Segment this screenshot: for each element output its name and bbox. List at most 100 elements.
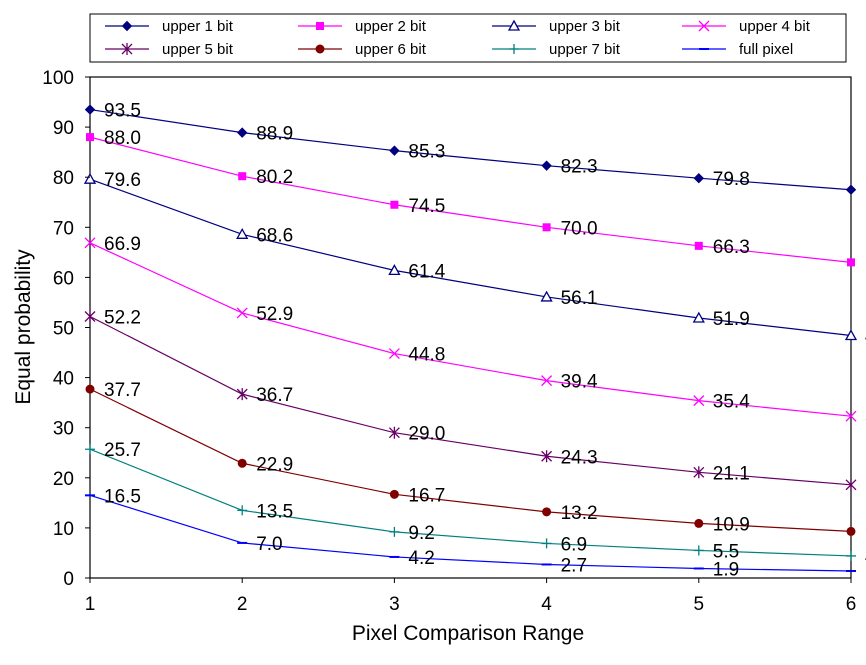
legend-box — [89, 13, 847, 63]
series-upper-4-bit: 66.952.944.839.435.432.3 — [84, 234, 866, 428]
legend-label: upper 4 bit — [739, 18, 811, 35]
data-point — [237, 458, 247, 468]
x-axis-title: Pixel Comparison Range — [352, 622, 584, 645]
legend-label: upper 2 bit — [355, 18, 427, 35]
data-label: 88.9 — [256, 124, 293, 145]
x-tick-label: 6 — [846, 594, 857, 615]
data-label: 70.0 — [561, 218, 598, 239]
legend-item: upper 4 bit — [682, 18, 811, 35]
legend-marker — [316, 22, 324, 30]
x-tick-label: 5 — [694, 594, 705, 615]
data-point — [693, 466, 705, 479]
data-label: 1.9 — [713, 559, 739, 580]
data-label: 56.1 — [561, 288, 598, 309]
data-label: 7.0 — [256, 534, 282, 555]
data-point — [845, 478, 857, 491]
legend-marker — [507, 19, 521, 31]
data-point — [846, 550, 856, 561]
data-label: 74.5 — [408, 196, 445, 217]
data-label: 6.9 — [561, 534, 587, 555]
data-point — [389, 489, 399, 499]
legend-label: full pixel — [739, 41, 793, 58]
legend-label: upper 6 bit — [355, 41, 427, 58]
legend-label: upper 1 bit — [162, 18, 234, 35]
series-upper-1-bit: 93.588.985.382.379.877.5 — [84, 101, 866, 202]
y-tick-label: 40 — [53, 369, 74, 390]
y-tick-label: 20 — [53, 469, 74, 490]
data-label: 10.9 — [713, 514, 750, 535]
data-label: 4.2 — [408, 548, 434, 569]
legend-label: upper 3 bit — [549, 18, 621, 35]
data-point — [389, 526, 400, 537]
data-point — [86, 133, 94, 142]
y-tick-label: 30 — [53, 419, 74, 440]
data-point — [236, 388, 248, 401]
data-label: 93.5 — [104, 101, 141, 122]
data-label: 79.8 — [713, 169, 750, 190]
data-point — [692, 311, 705, 323]
data-point — [389, 145, 400, 156]
data-point — [83, 172, 97, 184]
data-label: 22.9 — [256, 454, 293, 475]
legend-marker — [315, 44, 325, 54]
data-point — [84, 104, 96, 115]
data-point — [542, 507, 552, 517]
series-line — [89, 448, 852, 557]
data-point — [85, 384, 95, 394]
data-label: 79.6 — [104, 170, 141, 191]
data-label: 25.7 — [104, 440, 141, 461]
data-point — [846, 526, 856, 536]
legend-marker — [121, 20, 133, 32]
legend-marker — [698, 20, 710, 32]
data-point — [845, 410, 857, 422]
data-label: 16.7 — [408, 485, 445, 506]
data-point — [388, 426, 400, 439]
legend-item: upper 3 bit — [492, 18, 621, 35]
legend-item: full pixel — [682, 41, 793, 58]
series-full-pixel: 16.57.04.22.71.91.4 — [85, 486, 866, 583]
data-label: 80.2 — [256, 167, 293, 188]
data-label: 35.4 — [713, 392, 750, 413]
legend-label: upper 7 bit — [549, 41, 621, 58]
series-line — [89, 242, 852, 417]
y-tick-label: 10 — [53, 519, 74, 540]
data-point — [542, 223, 551, 232]
data-point — [694, 518, 704, 528]
data-label: 29.0 — [408, 424, 445, 445]
data-label: 88.0 — [104, 128, 141, 149]
data-point — [84, 237, 96, 249]
data-point — [693, 395, 705, 407]
legend-label: upper 5 bit — [162, 41, 234, 58]
series-layer: 93.588.985.382.379.877.588.080.274.570.0… — [83, 101, 866, 583]
data-label: 16.5 — [104, 486, 141, 507]
legend-marker — [509, 44, 519, 54]
data-label: 52.2 — [104, 307, 141, 328]
y-tick-label: 80 — [53, 168, 74, 189]
series-line — [89, 494, 852, 572]
y-tick-label: 0 — [63, 569, 74, 590]
data-label: 82.3 — [561, 157, 598, 178]
data-point — [388, 264, 401, 276]
data-point — [388, 348, 400, 360]
data-point — [541, 375, 553, 387]
x-tick-label: 3 — [389, 594, 400, 615]
data-point — [845, 184, 857, 195]
series-line — [89, 388, 852, 533]
y-axis-title: Equal probability — [12, 249, 35, 405]
data-point — [236, 227, 249, 239]
data-point — [847, 258, 855, 267]
y-tick-label: 90 — [53, 118, 74, 139]
data-label: 36.7 — [256, 385, 293, 406]
y-tick-label: 50 — [53, 319, 74, 340]
legend-item: upper 2 bit — [298, 18, 427, 35]
data-point — [693, 172, 705, 184]
series-upper-7-bit: 25.713.59.26.95.54.4 — [85, 440, 866, 568]
data-label: 44.8 — [408, 345, 445, 366]
data-label: 24.3 — [561, 447, 598, 468]
data-point — [541, 538, 552, 549]
data-label: 66.9 — [104, 234, 141, 255]
series-line — [89, 178, 852, 337]
axes: 0 10 20 30 40 50 60 70 80 90 100 1 2 3 4 5 6 — [42, 68, 856, 615]
